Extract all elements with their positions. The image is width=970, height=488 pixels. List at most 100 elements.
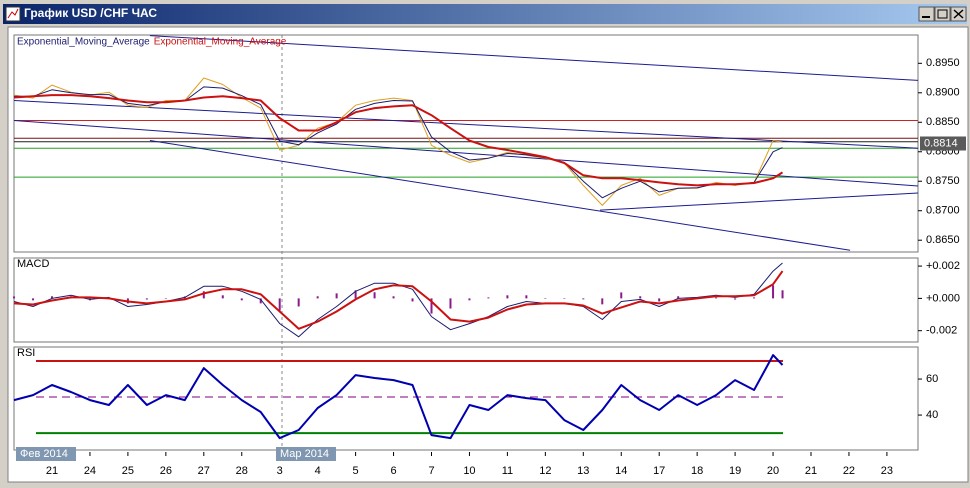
chart-area [7,26,969,483]
trend-line [599,192,919,211]
histogram-bar [259,298,262,304]
x-tick-label: 25 [122,465,134,477]
x-tick-label: 4 [315,465,321,477]
pane-frame [13,257,919,343]
histogram-bar [734,298,737,300]
y-tick-label: 0.8850 [926,116,960,128]
histogram-bar [297,298,300,307]
histogram-bar [544,298,547,299]
pane-frame [13,34,919,253]
series-line [13,77,783,206]
y-tick-label: -0.002 [926,325,957,337]
histogram-bar [335,293,338,299]
x-tick-label: 23 [881,465,893,477]
trend-line [149,140,851,251]
histogram-bar [316,296,319,299]
legend-entry: Exponential_Moving_Average [17,37,150,48]
window-icon-glyph [7,8,19,19]
histogram-bar [525,295,528,299]
histogram-bar [449,298,452,309]
period-label: Мар 2014 [280,448,329,460]
y-tick-label: 0.8900 [926,87,960,99]
histogram-bar [772,285,775,299]
x-tick-label: 21 [46,465,58,477]
histogram-bar [13,296,16,299]
y-tick-label: 40 [926,409,938,421]
histogram-bar [51,296,53,299]
histogram-bar [753,297,756,299]
x-tick-label: 13 [577,465,589,477]
x-tick-label: 12 [539,465,551,477]
y-tick-label: 0.8750 [926,175,960,187]
series-line [13,270,784,330]
histogram-bar [468,298,471,301]
x-tick-label: 20 [767,465,779,477]
histogram-bar [373,292,376,299]
y-tick-label: +0.002 [926,260,960,272]
series-line [13,354,784,440]
pane-title: RSI [17,347,35,359]
histogram-bar [278,298,281,311]
series-line [13,94,784,187]
trend-line [149,35,919,81]
x-tick-label: 14 [615,465,627,477]
pane-title: MACD [17,258,49,270]
histogram-bar [145,298,148,300]
x-tick-label: 24 [84,465,96,477]
x-tick-label: 19 [729,465,741,477]
histogram-bar [487,297,490,299]
y-tick-label: +0.000 [926,292,960,304]
y-tick-label: 0.8700 [926,205,960,217]
trend-line [14,120,919,187]
histogram-bar [658,298,661,302]
histogram-bar [411,298,414,302]
histogram-bar [354,290,357,299]
y-tick-label: 60 [926,373,938,385]
minimize-button[interactable] [918,6,935,22]
histogram-bar [639,296,642,299]
maximize-glyph [937,9,948,19]
histogram-bar [781,290,784,299]
maximize-button[interactable] [934,6,951,22]
period-label-box [276,447,336,461]
period-label-box [16,447,76,461]
histogram-bar [221,295,224,299]
x-tick-label: 27 [198,465,210,477]
histogram-bar [677,296,680,299]
title-bar [3,4,967,24]
histogram-bar [715,297,718,299]
x-tick-label: 5 [353,465,359,477]
histogram-bar [32,298,35,301]
window-buttons [918,6,967,22]
x-tick-label: 21 [805,465,817,477]
x-tick-label: 3 [277,465,283,477]
histogram-bar [620,292,623,299]
last-price-box [920,136,966,151]
histogram-bar [601,298,604,305]
legend-entry: Exponential_Moving_Average [154,37,287,48]
last-price-label: 0.8814 [924,137,958,149]
histogram-bar [392,296,395,299]
histogram-bar [582,298,585,300]
x-tick-label: 22 [843,465,855,477]
x-tick-label: 18 [691,465,703,477]
x-tick-label: 17 [653,465,665,477]
x-tick-label: 6 [390,465,396,477]
pane-frame [13,346,919,451]
histogram-bar [430,298,433,314]
histogram-bar [240,298,243,301]
window-icon [5,6,21,22]
x-tick-label: 11 [502,465,513,477]
x-tick-label: 7 [428,465,434,477]
y-tick-label: 0.8950 [926,57,960,69]
x-tick-label: 28 [236,465,248,477]
close-glyph [953,9,964,19]
series-line [14,86,783,199]
window-title: График USD /CHF ЧАС [24,6,157,20]
y-tick-label: 0.8650 [926,234,960,246]
x-tick-label: 10 [463,465,475,477]
period-label: Фев 2014 [20,448,68,460]
histogram-bar [202,291,205,299]
